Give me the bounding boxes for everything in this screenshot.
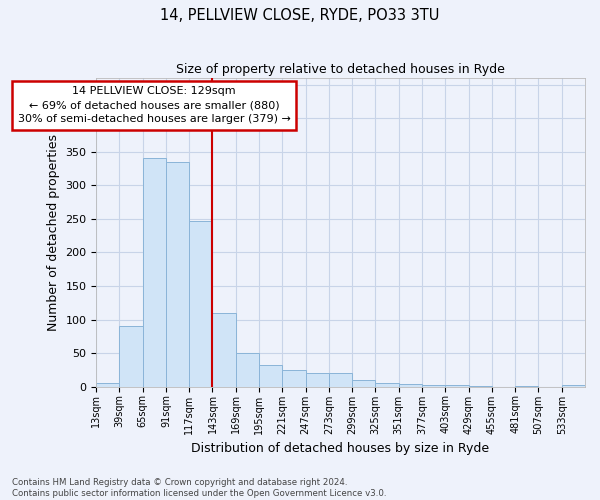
Text: Contains HM Land Registry data © Crown copyright and database right 2024.
Contai: Contains HM Land Registry data © Crown c… [12,478,386,498]
Bar [259,364,283,386]
Bar [143,158,166,386]
X-axis label: Distribution of detached houses by size in Ryde: Distribution of detached houses by size … [191,442,490,455]
Bar [283,370,305,386]
Text: 14, PELLVIEW CLOSE, RYDE, PO33 3TU: 14, PELLVIEW CLOSE, RYDE, PO33 3TU [160,8,440,22]
Bar [236,353,259,386]
Title: Size of property relative to detached houses in Ryde: Size of property relative to detached ho… [176,62,505,76]
Bar [329,372,352,386]
Bar [305,372,329,386]
Text: 14 PELLVIEW CLOSE: 129sqm
← 69% of detached houses are smaller (880)
30% of semi: 14 PELLVIEW CLOSE: 129sqm ← 69% of detac… [18,86,291,124]
Bar [189,221,212,386]
Bar [352,380,376,386]
Bar [166,162,189,386]
Bar [399,384,422,386]
Bar [422,384,445,386]
Y-axis label: Number of detached properties: Number of detached properties [47,134,59,331]
Bar [212,313,236,386]
Bar [562,384,585,386]
Bar [376,384,399,386]
Bar [96,382,119,386]
Bar [119,326,143,386]
